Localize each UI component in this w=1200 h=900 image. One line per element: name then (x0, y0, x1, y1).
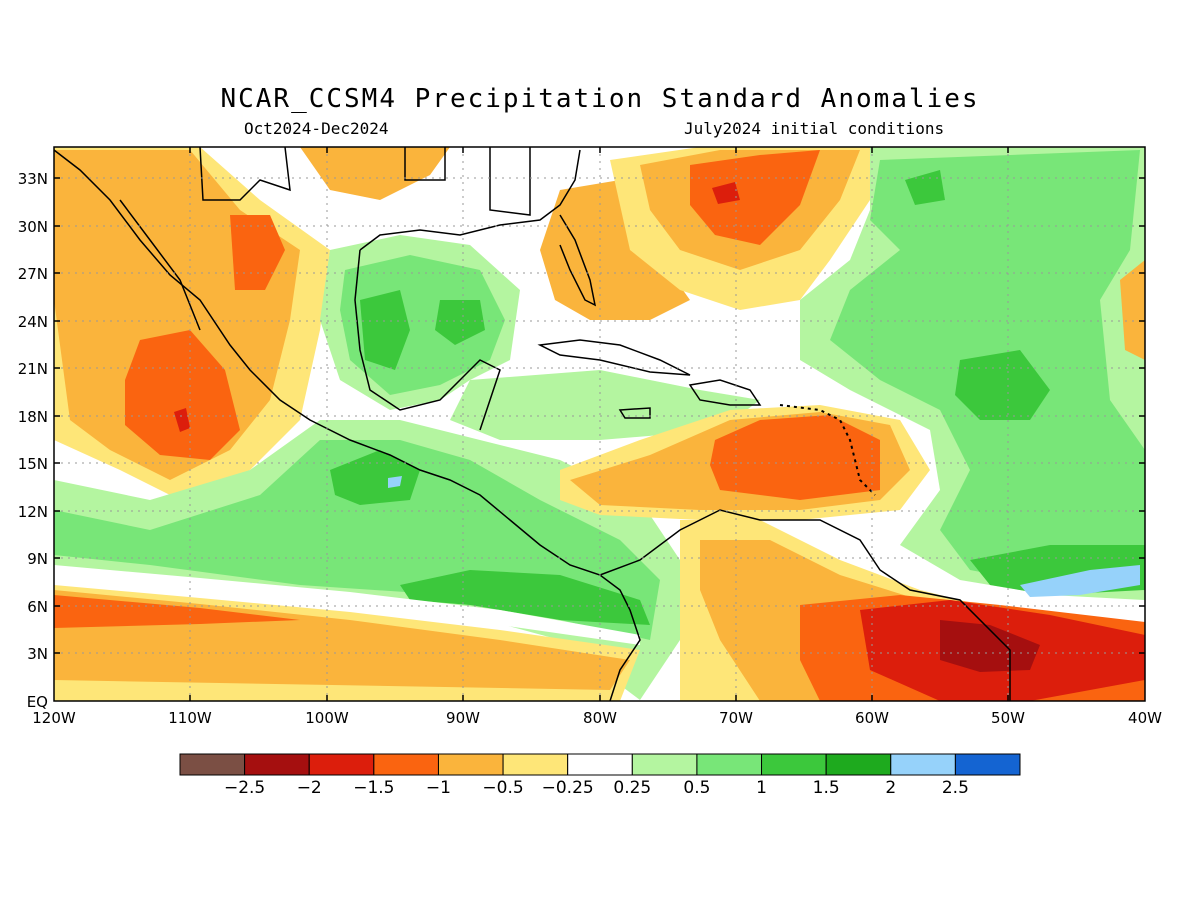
colorbar-label: 1 (756, 778, 767, 798)
wet-region-panama-strong (400, 570, 650, 625)
dry-region-gulf-north (300, 147, 450, 200)
lon-label: 50W (991, 709, 1025, 727)
map-gridlines (54, 147, 1145, 701)
anomaly-field (54, 147, 1145, 701)
colorbar-swatch (696, 753, 763, 776)
colorbar-swatch (244, 753, 310, 776)
longitude-labels: 120W 110W 100W 90W 80W 70W 60W 50W 40W (32, 709, 1162, 727)
colorbar-label: 2 (885, 778, 896, 798)
lat-label: 33N (18, 170, 48, 188)
colorbar-swatch (825, 753, 892, 776)
colorbar-swatch (761, 753, 827, 776)
wet-region-caribbean (450, 370, 760, 440)
dry-region-atlantic-north-strong (690, 150, 820, 245)
lon-label: 110W (168, 709, 212, 727)
wet-region-honduras-strong (330, 450, 420, 505)
lat-label: 27N (18, 265, 48, 283)
dry-region-atlantic-far-east (1120, 260, 1145, 360)
lat-label: 24N (18, 313, 48, 331)
lat-label: 21N (18, 360, 48, 378)
wet-region-atlantic-north-strong (905, 170, 945, 205)
colorbar-swatch (437, 753, 504, 776)
lat-label: 12N (18, 503, 48, 521)
wet-region-atlantic-southeast-peak (1020, 565, 1140, 597)
lat-label: 9N (27, 550, 48, 568)
latitude-labels: 33N 30N 27N 24N 21N 18N 15N 12N 9N 6N 3N… (18, 170, 48, 711)
antilles-islands (779, 404, 876, 496)
colorbar-swatch (373, 753, 439, 776)
colorbar-swatch (308, 753, 375, 776)
lon-label: 80W (583, 709, 617, 727)
colorbar-swatch (631, 753, 698, 776)
lon-label: 120W (32, 709, 76, 727)
latitude-axis (54, 177, 1145, 654)
colorbar-label: −2 (297, 778, 322, 798)
colorbar-swatch (567, 753, 633, 776)
colorbar-swatch (502, 753, 569, 776)
colorbar-swatch (954, 753, 1021, 776)
lon-label: 90W (446, 709, 480, 727)
lon-label: 60W (855, 709, 889, 727)
dry-region-mexico-pacific (125, 330, 240, 460)
dry-region-equatorial-pacific-strong (54, 595, 300, 628)
dry-region-mexico-north (230, 215, 285, 290)
wet-region-gulf-east (435, 300, 485, 345)
wet-region-honduras-peak (388, 476, 402, 488)
colorbar-label: −2.5 (224, 778, 265, 798)
colorbar-label: −1 (426, 778, 451, 798)
colorbar-label: 2.5 (942, 778, 969, 798)
neutral-band-equatorial (54, 565, 640, 645)
colorbar-swatch (179, 753, 246, 776)
colorbar-label: 1.5 (813, 778, 840, 798)
colorbar-label: −0.25 (542, 778, 594, 798)
lon-label: 70W (719, 709, 753, 727)
lon-label: 100W (305, 709, 349, 727)
lat-label: 18N (18, 408, 48, 426)
dry-region-guianas-peak (940, 620, 1040, 672)
colorbar-label: −1.5 (353, 778, 394, 798)
lat-label: EQ (27, 693, 48, 711)
dry-region-caribbean-strong (710, 415, 880, 500)
colorbar: −2.5 −2 −1.5 −1 −0.5 −0.25 0.25 0.5 1 1.5 2 2.5 (179, 753, 1021, 798)
wet-region-gulf-strong (360, 290, 410, 370)
colorbar-swatch (890, 753, 956, 776)
longitude-axis (189, 147, 1009, 701)
colorbar-label: 0.5 (683, 778, 710, 798)
map-title: NCAR_CCSM4 Precipitation Standard Anomal… (220, 84, 980, 114)
colorbar-label: −0.5 (482, 778, 523, 798)
dry-region-atlantic-north-peak (712, 182, 740, 204)
initial-conditions-subtitle: July2024 initial conditions (684, 119, 945, 138)
lat-label: 3N (27, 645, 48, 663)
dry-region-mexico-core (174, 408, 190, 432)
lon-label: 40W (1128, 709, 1162, 727)
lat-label: 6N (27, 598, 48, 616)
lat-label: 15N (18, 455, 48, 473)
lat-label: 30N (18, 218, 48, 236)
colorbar-label: 0.25 (613, 778, 651, 798)
season-subtitle: Oct2024-Dec2024 (244, 119, 389, 138)
